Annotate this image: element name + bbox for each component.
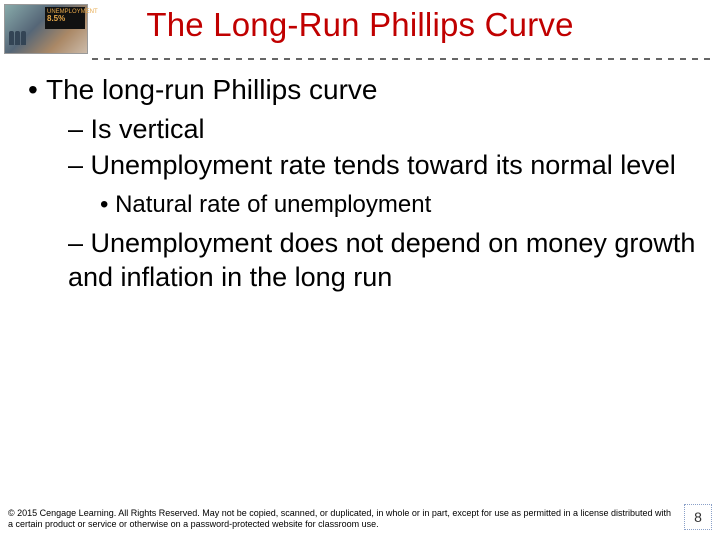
- page-number: 8: [684, 504, 712, 530]
- copyright-text: © 2015 Cengage Learning. All Rights Rese…: [8, 508, 676, 530]
- bullet-level1: •The long-run Phillips curve: [28, 72, 700, 107]
- bullet-level1-text: The long-run Phillips curve: [46, 74, 378, 105]
- bullet-level2: – Unemployment does not depend on money …: [68, 227, 700, 295]
- bullet-level2: – Is vertical: [68, 113, 700, 147]
- slide: UNEMPLOYMENT 8.5% The Long-Run Phillips …: [0, 0, 720, 540]
- bullet-level3: • Natural rate of unemployment: [100, 189, 700, 221]
- bullet-level2: – Unemployment rate tends toward its nor…: [68, 149, 700, 183]
- body-area: •The long-run Phillips curve – Is vertic…: [28, 72, 700, 296]
- slide-title: The Long-Run Phillips Curve: [0, 0, 720, 44]
- title-underline-dots: [92, 52, 710, 60]
